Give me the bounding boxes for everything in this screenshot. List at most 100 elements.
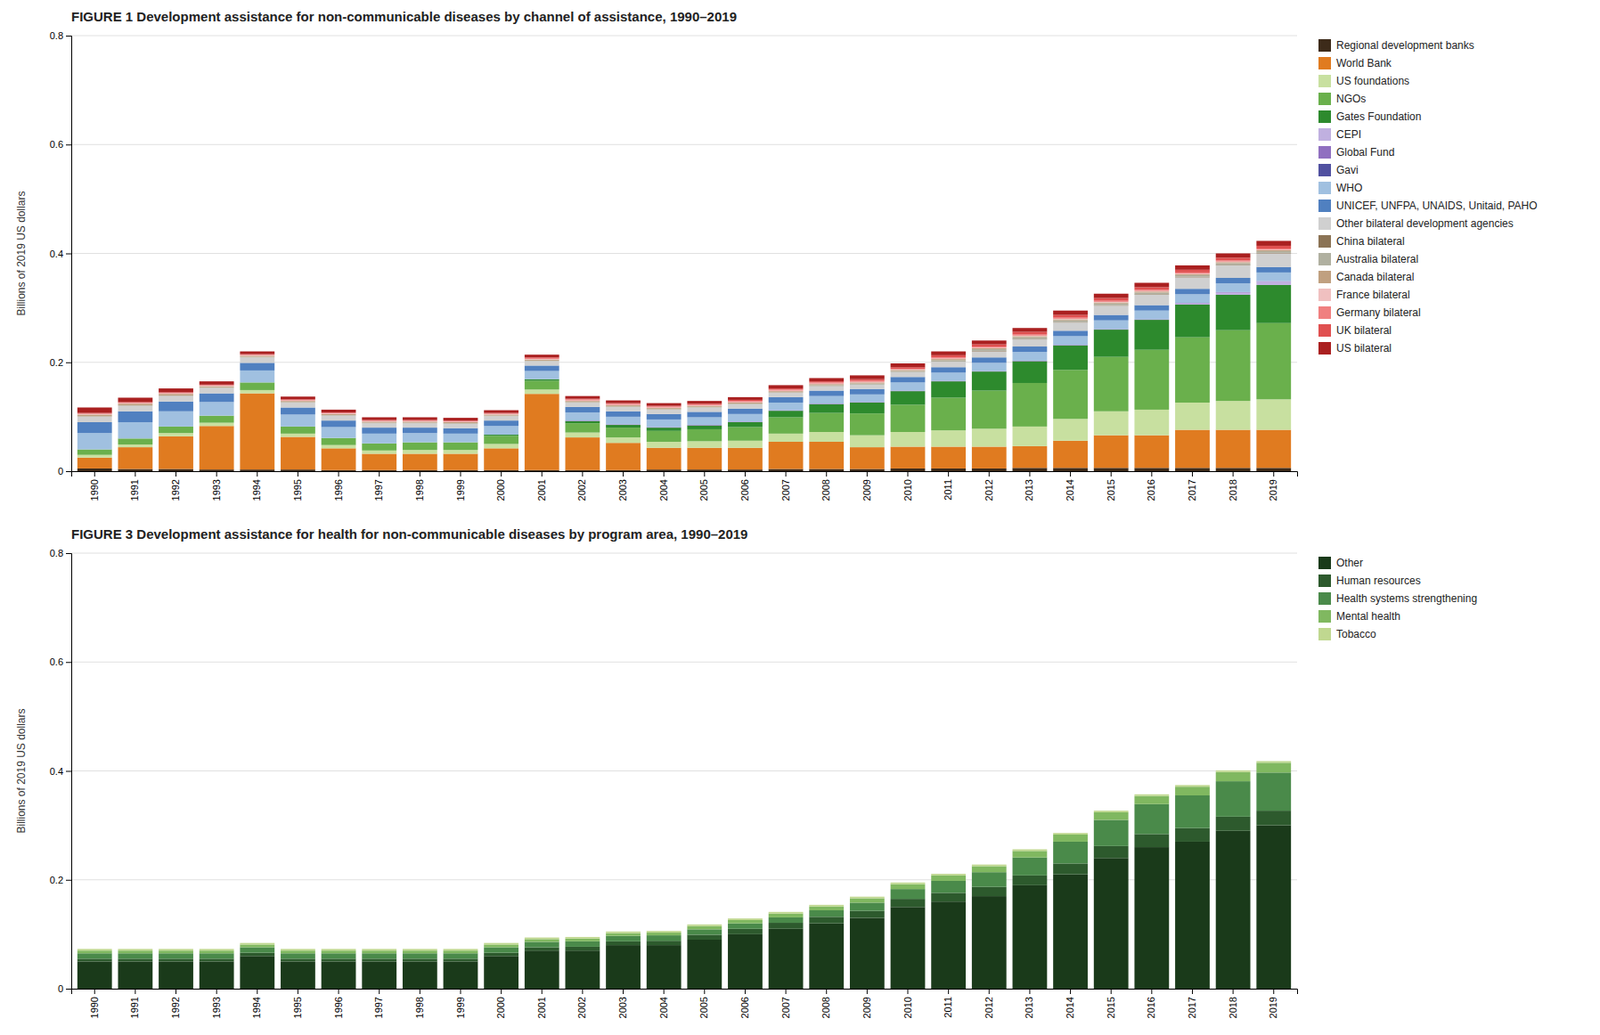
bar	[1134, 409, 1169, 436]
bar	[1134, 310, 1169, 320]
x-tick-mark	[744, 988, 746, 995]
legend-label: Other	[1336, 556, 1364, 570]
bar	[443, 423, 479, 425]
bar	[321, 958, 357, 962]
bar	[402, 416, 438, 420]
legend-label: Human resources	[1336, 574, 1421, 588]
bar	[361, 953, 397, 959]
bar	[930, 892, 966, 902]
bar	[849, 375, 885, 379]
y-tick: 0.2	[49, 357, 72, 368]
bar	[1012, 849, 1048, 852]
x-tick: 2009	[861, 471, 873, 501]
bar	[768, 469, 804, 472]
bar	[1053, 318, 1088, 319]
bar	[524, 470, 560, 472]
x-tick-label: 2002	[576, 996, 588, 1019]
x-tick-label: 2000	[495, 479, 507, 501]
x-tick-mark	[866, 471, 868, 477]
x-tick-mark	[703, 988, 705, 995]
bar	[808, 404, 844, 414]
bar	[280, 407, 316, 415]
bar	[77, 948, 113, 951]
x-tick-label: 2009	[861, 479, 873, 501]
bar	[1093, 329, 1129, 331]
bar	[1256, 285, 1291, 324]
bar	[1216, 253, 1251, 259]
bar	[1093, 411, 1129, 436]
bar	[768, 384, 804, 389]
bar	[1175, 288, 1210, 294]
x-tick-label: 2004	[658, 996, 670, 1019]
bar	[1216, 330, 1251, 401]
legend-item: France bilateral	[1318, 288, 1411, 302]
legend: OtherHuman resourcesHealth systems stren…	[1318, 556, 1478, 641]
x-tick: 1991	[129, 988, 140, 1019]
bar	[1012, 335, 1048, 337]
legend-label: China bilateral	[1336, 235, 1405, 248]
bar	[971, 349, 1007, 352]
bar	[890, 884, 926, 890]
x-tick-mark	[663, 471, 665, 477]
bar	[280, 399, 316, 401]
x-tick: 2015	[1105, 988, 1117, 1019]
bar	[1134, 319, 1169, 351]
x-tick-label: 1991	[129, 479, 140, 501]
legend-swatch	[1318, 610, 1331, 623]
bar	[565, 432, 601, 439]
bar	[646, 407, 682, 409]
bar	[361, 453, 397, 470]
x-tick-label: 1990	[89, 996, 100, 1019]
legend: Regional development banksWorld BankUS f…	[1318, 39, 1538, 355]
bar	[727, 400, 763, 401]
x-tick: 1996	[333, 471, 344, 501]
bar	[402, 961, 438, 989]
bar	[239, 356, 275, 359]
plot-area: 1990199119921993199419951996199719981999…	[15, 547, 1298, 1019]
bar	[321, 445, 357, 449]
bar	[849, 469, 885, 472]
x-tick-label: 1999	[455, 996, 466, 1019]
plot-area: 1990199119921993199419951996199719981999…	[15, 30, 1298, 501]
x-tick-label: 2013	[1023, 479, 1035, 501]
legend-label: Gates Foundation	[1336, 110, 1421, 123]
bar	[1012, 332, 1048, 335]
y-tick-mark	[65, 553, 72, 555]
x-tick-label: 2010	[902, 479, 914, 501]
bar	[524, 371, 560, 380]
x-tick-label: 2006	[739, 479, 751, 501]
bar	[849, 383, 885, 385]
bar	[605, 406, 641, 408]
x-tick: 2012	[983, 988, 995, 1019]
bar	[280, 426, 316, 434]
bar	[890, 391, 926, 392]
x-tick-mark	[1232, 471, 1234, 477]
bar	[686, 405, 722, 408]
bar	[280, 400, 316, 402]
bar	[77, 432, 113, 449]
bar	[605, 416, 641, 425]
bar	[1012, 361, 1048, 384]
x-tick: 1997	[373, 471, 384, 501]
x-tick: 1999	[455, 988, 466, 1019]
bar	[686, 440, 722, 448]
bar	[930, 901, 966, 989]
bar	[402, 420, 438, 423]
legend-swatch	[1318, 128, 1331, 141]
bar	[158, 388, 194, 392]
x-tick-mark	[94, 471, 96, 477]
bar	[199, 469, 235, 472]
legend-label: US bilateral	[1336, 342, 1392, 355]
x-tick-mark	[866, 988, 868, 995]
bar	[117, 953, 153, 959]
x-tick: 2006	[739, 988, 751, 1019]
bar	[971, 391, 1007, 430]
y-tick: 0.4	[49, 766, 72, 777]
bar	[1216, 261, 1251, 263]
y-tick-mark	[65, 362, 72, 364]
bar	[971, 348, 1007, 350]
bar	[1256, 251, 1291, 254]
bar	[321, 448, 357, 470]
x-tick-mark	[419, 471, 421, 477]
bar	[849, 918, 885, 989]
